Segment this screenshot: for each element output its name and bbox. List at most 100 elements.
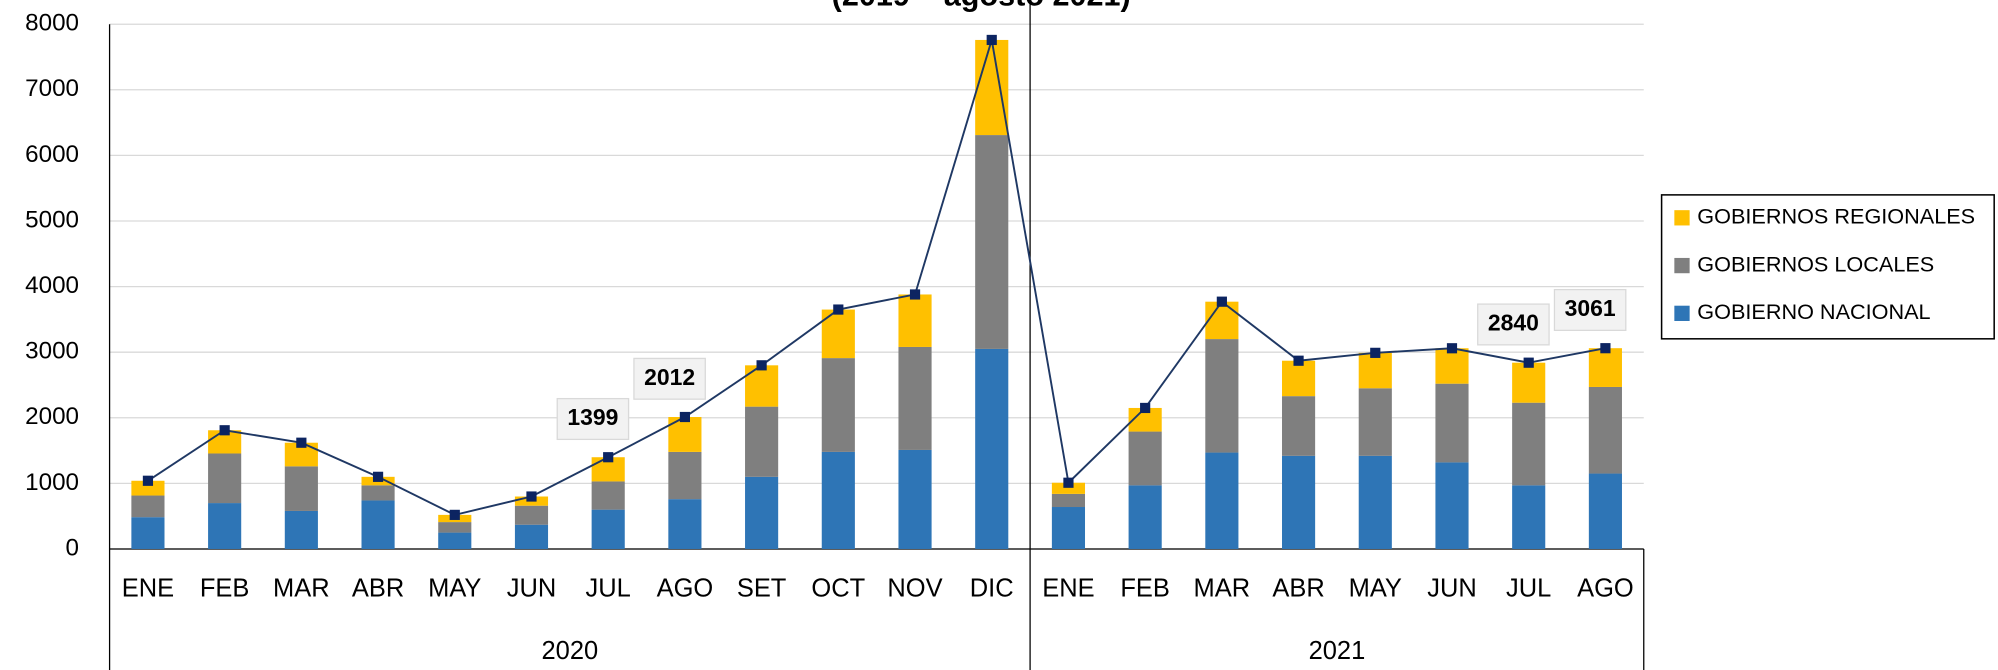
bar-segment <box>898 449 932 549</box>
value-label-box <box>1477 303 1550 346</box>
chart-title: (2019 – agosto 2021) <box>832 0 1131 13</box>
bar-segment <box>668 451 702 500</box>
bar-segment <box>208 453 242 504</box>
bar-segment <box>1205 452 1239 549</box>
total-marker <box>679 411 690 423</box>
bar-segment <box>821 358 855 452</box>
total-marker <box>526 491 537 502</box>
bar-segment <box>1051 493 1086 508</box>
bar-segment <box>131 517 165 549</box>
total-line <box>147 39 1606 516</box>
bar-segment <box>745 365 779 407</box>
x-tick-label: ENE <box>1042 574 1094 602</box>
bar-segment <box>898 294 932 347</box>
bar-segment <box>1512 485 1546 549</box>
bar-segment <box>1205 339 1239 453</box>
total-marker <box>603 452 614 463</box>
bar-segment <box>975 39 1009 136</box>
bar-segment <box>745 476 779 549</box>
total-marker <box>833 304 844 315</box>
bar-segment <box>1588 348 1622 387</box>
total-marker <box>449 509 460 520</box>
total-marker <box>1370 347 1381 358</box>
bar-segment <box>1435 462 1469 549</box>
legend-swatch <box>1674 210 1690 226</box>
y-tick-label: 4000 <box>25 272 79 299</box>
bar-segment <box>1051 482 1086 494</box>
value-label-box <box>633 357 706 400</box>
bar-segment <box>361 485 395 501</box>
y-tick-label: 5000 <box>25 206 79 233</box>
bar-segment <box>898 346 932 450</box>
bar-segment <box>1128 431 1162 486</box>
total-marker <box>986 34 997 46</box>
bar-segment <box>745 406 779 477</box>
x-tick-label: FEB <box>200 574 250 602</box>
bar-segment <box>1358 388 1392 456</box>
bar-segment <box>1051 507 1086 549</box>
bar-segment <box>1358 352 1392 389</box>
bar-segment <box>284 466 318 511</box>
bar-segment <box>438 522 472 533</box>
bar-segment <box>591 481 625 510</box>
y-tick-label: 8000 <box>25 10 79 37</box>
bar-segment <box>1512 362 1546 403</box>
x-tick-label: FEB <box>1120 574 1170 602</box>
bar-segment <box>1128 485 1162 549</box>
x-tick-label: ABR <box>352 574 404 602</box>
legend-label: GOBIERNOS REGIONALES <box>1697 204 1975 229</box>
bar-segment <box>208 503 242 549</box>
value-label-box <box>1553 288 1627 331</box>
total-marker <box>1600 343 1611 354</box>
bar-segment <box>1282 360 1316 397</box>
x-tick-label: MAY <box>428 574 481 602</box>
bar-segment <box>514 505 549 525</box>
bar-segment <box>438 532 472 549</box>
y-tick-label: 6000 <box>25 141 79 168</box>
y-tick-label: 3000 <box>25 338 79 365</box>
x-tick-label: JUL <box>586 574 631 602</box>
x-tick-label: DIC <box>970 574 1014 602</box>
bar-segment <box>361 500 395 549</box>
value-label-box <box>556 397 630 441</box>
total-marker <box>909 289 921 300</box>
x-tick-label: AGO <box>657 574 714 602</box>
x-tick-label: OCT <box>811 574 865 602</box>
y-tick-label: 1000 <box>25 469 79 496</box>
legend-label: GOBIERNOS LOCALES <box>1697 251 1934 276</box>
x-tick-label: NOV <box>887 574 942 602</box>
bar-segment <box>1588 386 1622 474</box>
x-tick-label: SET <box>737 574 787 602</box>
bar-segment <box>1512 402 1546 486</box>
bar-segment <box>975 135 1009 349</box>
legend-label: GOBIERNO NACIONAL <box>1697 299 1930 324</box>
value-label: 1399 <box>567 404 618 430</box>
bar-segment <box>668 499 702 549</box>
legend-swatch <box>1674 257 1690 274</box>
x-tick-label: ENE <box>122 574 174 602</box>
total-marker <box>219 425 230 436</box>
value-label: 2012 <box>644 364 695 390</box>
total-marker <box>1523 357 1534 368</box>
x-tick-label: MAR <box>273 574 330 602</box>
x-tick-label: JUN <box>507 574 557 602</box>
bar-segment <box>1128 407 1162 432</box>
x-tick-label: JUL <box>1506 574 1551 602</box>
total-marker <box>372 471 384 482</box>
x-tick-label: JUN <box>1427 574 1477 602</box>
bar-segment <box>1435 348 1469 384</box>
bar-segment <box>131 495 165 518</box>
bar-segment <box>284 442 318 467</box>
total-marker <box>1293 355 1304 366</box>
total-marker <box>296 437 307 448</box>
total-marker <box>1446 343 1458 354</box>
legend-swatch <box>1674 305 1690 321</box>
x-tick-label: MAY <box>1349 574 1402 602</box>
total-marker <box>1140 402 1151 414</box>
bar-segment <box>591 509 625 549</box>
bar-segment <box>1205 301 1239 340</box>
bar-segment <box>1282 396 1316 456</box>
bar-segment <box>131 480 165 496</box>
value-label: 2840 <box>1488 310 1539 336</box>
